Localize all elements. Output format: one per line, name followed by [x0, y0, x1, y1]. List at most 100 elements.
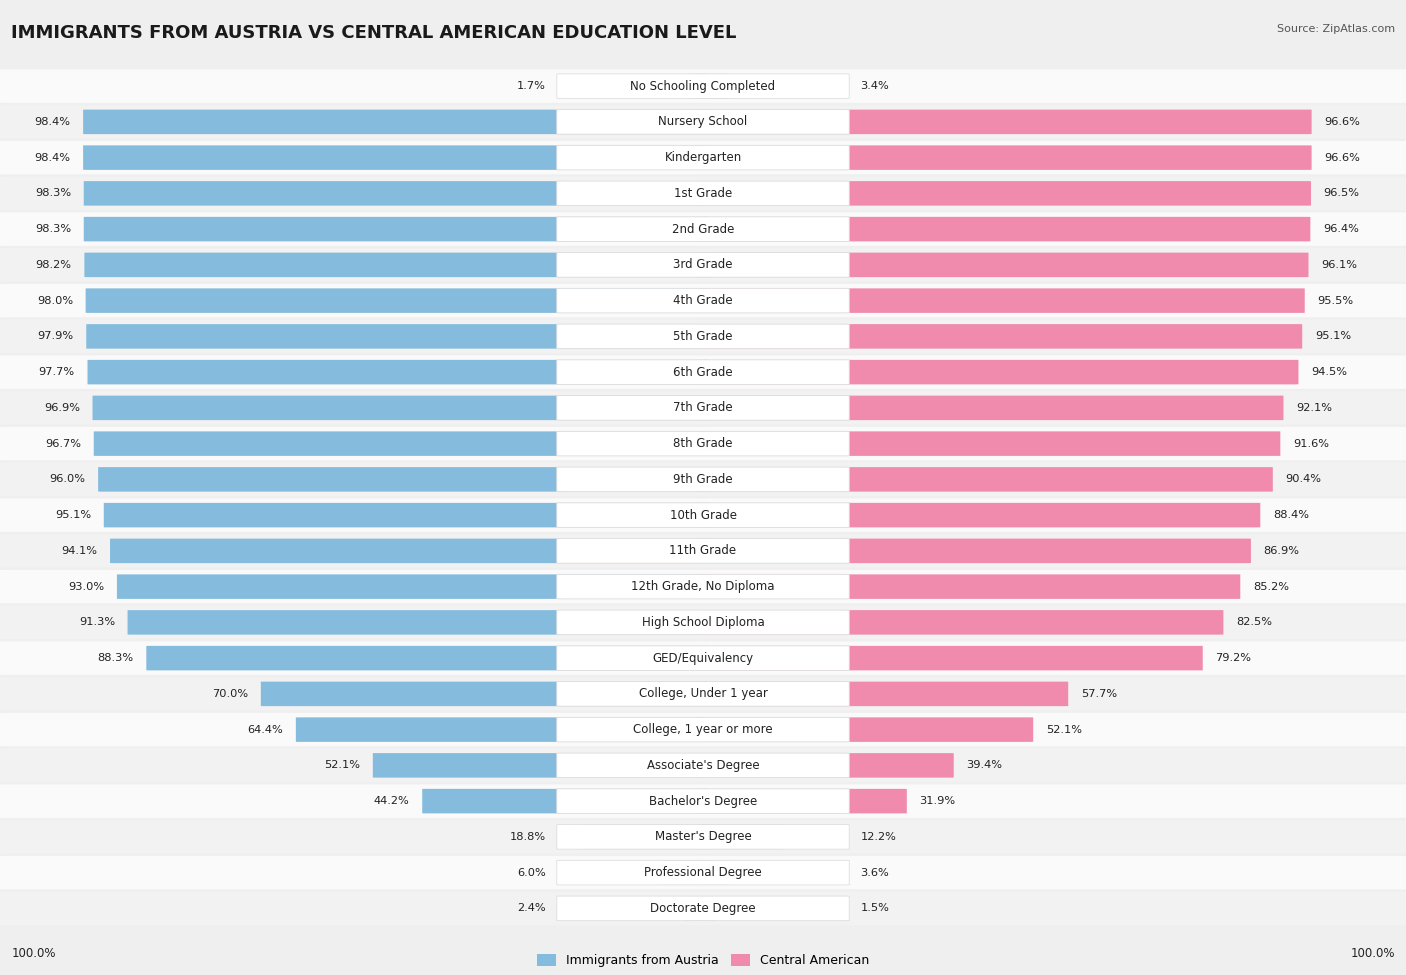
FancyBboxPatch shape: [557, 645, 849, 671]
Text: 94.1%: 94.1%: [62, 546, 97, 556]
Text: 95.1%: 95.1%: [55, 510, 91, 520]
FancyBboxPatch shape: [0, 605, 1406, 639]
FancyBboxPatch shape: [557, 431, 849, 456]
Text: Kindergarten: Kindergarten: [665, 151, 741, 164]
FancyBboxPatch shape: [557, 825, 849, 849]
FancyBboxPatch shape: [699, 503, 1260, 527]
FancyBboxPatch shape: [699, 753, 953, 778]
Text: 96.4%: 96.4%: [1323, 224, 1358, 234]
Text: 98.3%: 98.3%: [35, 224, 72, 234]
FancyBboxPatch shape: [699, 789, 907, 813]
FancyBboxPatch shape: [0, 320, 1406, 353]
FancyBboxPatch shape: [557, 145, 849, 170]
FancyBboxPatch shape: [104, 503, 707, 527]
FancyBboxPatch shape: [373, 753, 707, 778]
Text: 96.6%: 96.6%: [1324, 153, 1360, 163]
Text: 98.4%: 98.4%: [35, 117, 70, 127]
Text: 6.0%: 6.0%: [517, 868, 546, 878]
FancyBboxPatch shape: [0, 249, 1406, 282]
Text: 79.2%: 79.2%: [1215, 653, 1251, 663]
Text: 9th Grade: 9th Grade: [673, 473, 733, 486]
Text: 96.6%: 96.6%: [1324, 117, 1360, 127]
Text: 64.4%: 64.4%: [247, 724, 283, 734]
Text: 98.0%: 98.0%: [37, 295, 73, 305]
Text: High School Diploma: High School Diploma: [641, 616, 765, 629]
FancyBboxPatch shape: [557, 610, 849, 635]
FancyBboxPatch shape: [128, 610, 707, 635]
FancyBboxPatch shape: [557, 109, 849, 135]
Text: 12th Grade, No Diploma: 12th Grade, No Diploma: [631, 580, 775, 593]
FancyBboxPatch shape: [557, 503, 849, 527]
FancyBboxPatch shape: [557, 216, 849, 242]
Text: 6th Grade: 6th Grade: [673, 366, 733, 378]
FancyBboxPatch shape: [699, 289, 1305, 313]
FancyBboxPatch shape: [84, 181, 707, 206]
Text: 18.8%: 18.8%: [509, 832, 546, 841]
FancyBboxPatch shape: [0, 141, 1406, 175]
Text: 5th Grade: 5th Grade: [673, 330, 733, 343]
FancyBboxPatch shape: [699, 396, 1284, 420]
Text: 100.0%: 100.0%: [1350, 948, 1395, 960]
FancyBboxPatch shape: [699, 181, 1310, 206]
Text: 39.4%: 39.4%: [966, 760, 1002, 770]
FancyBboxPatch shape: [0, 642, 1406, 675]
Text: 98.3%: 98.3%: [35, 188, 72, 198]
FancyBboxPatch shape: [557, 538, 849, 564]
FancyBboxPatch shape: [0, 463, 1406, 496]
Text: 95.5%: 95.5%: [1317, 295, 1354, 305]
Text: 85.2%: 85.2%: [1253, 582, 1289, 592]
FancyBboxPatch shape: [93, 396, 707, 420]
FancyBboxPatch shape: [699, 360, 1299, 384]
Text: Nursery School: Nursery School: [658, 115, 748, 129]
FancyBboxPatch shape: [557, 396, 849, 420]
FancyBboxPatch shape: [557, 324, 849, 349]
FancyBboxPatch shape: [699, 253, 1309, 277]
Text: Source: ZipAtlas.com: Source: ZipAtlas.com: [1277, 24, 1395, 34]
Text: Associate's Degree: Associate's Degree: [647, 759, 759, 772]
Text: 7th Grade: 7th Grade: [673, 402, 733, 414]
Text: 91.3%: 91.3%: [79, 617, 115, 627]
Text: 70.0%: 70.0%: [212, 689, 247, 699]
Text: 98.4%: 98.4%: [35, 153, 70, 163]
FancyBboxPatch shape: [699, 109, 1312, 135]
Text: 97.7%: 97.7%: [39, 368, 75, 377]
Text: 96.9%: 96.9%: [44, 403, 80, 412]
FancyBboxPatch shape: [699, 431, 1281, 456]
FancyBboxPatch shape: [557, 860, 849, 885]
Text: College, Under 1 year: College, Under 1 year: [638, 687, 768, 700]
FancyBboxPatch shape: [557, 181, 849, 206]
Text: 44.2%: 44.2%: [374, 797, 409, 806]
FancyBboxPatch shape: [557, 896, 849, 920]
Text: 3.4%: 3.4%: [860, 81, 889, 91]
Text: 96.7%: 96.7%: [45, 439, 82, 448]
FancyBboxPatch shape: [262, 682, 707, 706]
FancyBboxPatch shape: [699, 645, 1202, 671]
Legend: Immigrants from Austria, Central American: Immigrants from Austria, Central America…: [537, 955, 869, 967]
Text: 1.7%: 1.7%: [516, 81, 546, 91]
Text: 96.0%: 96.0%: [49, 475, 86, 485]
FancyBboxPatch shape: [688, 74, 707, 98]
FancyBboxPatch shape: [0, 356, 1406, 389]
Text: GED/Equivalency: GED/Equivalency: [652, 651, 754, 665]
FancyBboxPatch shape: [86, 324, 707, 349]
Text: 96.1%: 96.1%: [1322, 260, 1357, 270]
FancyBboxPatch shape: [699, 860, 730, 885]
Text: Doctorate Degree: Doctorate Degree: [650, 902, 756, 915]
Text: 82.5%: 82.5%: [1236, 617, 1272, 627]
Text: 2nd Grade: 2nd Grade: [672, 222, 734, 236]
FancyBboxPatch shape: [110, 538, 707, 564]
Text: 3.6%: 3.6%: [860, 868, 889, 878]
FancyBboxPatch shape: [699, 467, 1272, 491]
FancyBboxPatch shape: [146, 645, 707, 671]
Text: IMMIGRANTS FROM AUSTRIA VS CENTRAL AMERICAN EDUCATION LEVEL: IMMIGRANTS FROM AUSTRIA VS CENTRAL AMERI…: [11, 24, 737, 42]
FancyBboxPatch shape: [581, 825, 707, 849]
FancyBboxPatch shape: [94, 431, 707, 456]
FancyBboxPatch shape: [83, 145, 707, 170]
FancyBboxPatch shape: [683, 896, 707, 920]
FancyBboxPatch shape: [699, 610, 1223, 635]
Text: No Schooling Completed: No Schooling Completed: [630, 80, 776, 93]
Text: 91.6%: 91.6%: [1294, 439, 1329, 448]
Text: 31.9%: 31.9%: [920, 797, 956, 806]
FancyBboxPatch shape: [661, 860, 707, 885]
FancyBboxPatch shape: [699, 216, 1310, 242]
